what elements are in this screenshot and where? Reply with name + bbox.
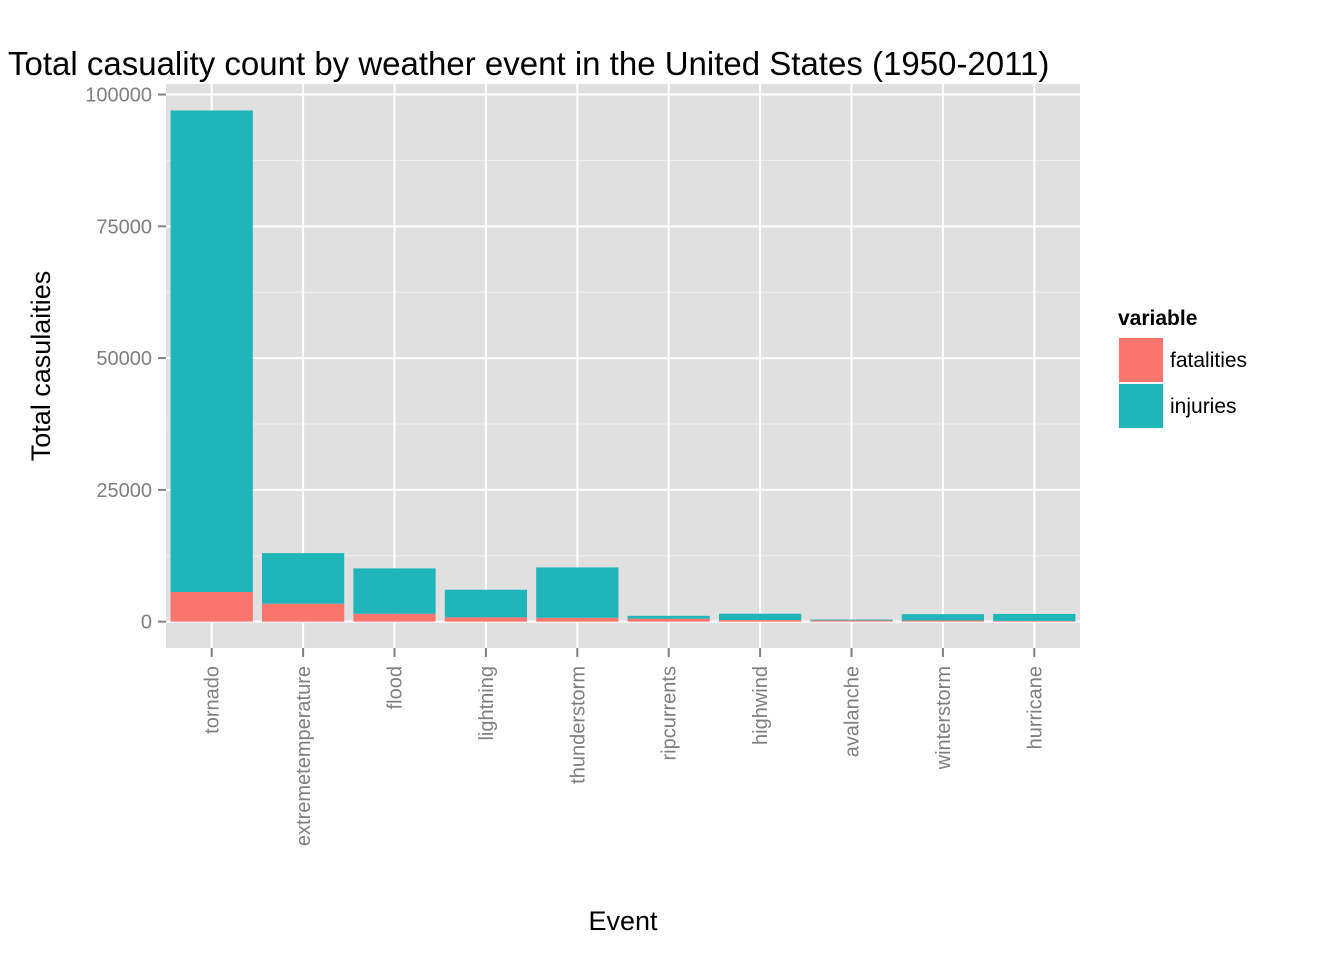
bar-injuries-ripcurrents xyxy=(627,615,710,619)
x-tick-label: hurricane xyxy=(1024,666,1046,749)
bar-fatalities-flood xyxy=(353,613,436,622)
x-axis-title: Event xyxy=(588,906,658,936)
x-tick-label: thunderstorm xyxy=(567,666,589,784)
legend-label-fatalities: fatalities xyxy=(1170,349,1247,372)
bar-fatalities-hurricane xyxy=(993,620,1076,622)
bar-fatalities-extremetemperature xyxy=(261,603,345,622)
legend: variable fatalities injuries xyxy=(1117,307,1247,430)
y-tick-label: 50000 xyxy=(96,348,152,370)
bar-fatalities-highwind xyxy=(718,620,802,622)
bar-fatalities-ripcurrents xyxy=(627,618,710,622)
bar-fatalities-avalanche xyxy=(810,620,893,622)
x-tick-label: highwind xyxy=(750,666,772,745)
bars xyxy=(170,110,1076,622)
bar-injuries-flood xyxy=(353,568,436,614)
bar-fatalities-tornado xyxy=(170,591,253,622)
bar-injuries-extremetemperature xyxy=(261,553,345,604)
y-tick-label: 100000 xyxy=(85,85,152,107)
x-tick-label: extremetemperature xyxy=(293,666,315,846)
y-axis: 0 25000 50000 75000 100000 xyxy=(85,85,166,634)
legend-label-injuries: injuries xyxy=(1170,395,1237,418)
bar-injuries-lightning xyxy=(444,589,528,618)
bar-fatalities-lightning xyxy=(444,617,528,622)
legend-swatch-fatalities xyxy=(1119,338,1163,382)
legend-swatch-injuries xyxy=(1119,384,1163,428)
x-tick-label: lightning xyxy=(476,666,498,741)
bar-injuries-winterstorm xyxy=(901,614,985,621)
x-tick-label: tornado xyxy=(202,666,224,734)
bar-injuries-hurricane xyxy=(993,613,1076,621)
x-axis: tornado extremetemperature flood lightning t… xyxy=(202,648,1046,846)
chart-title: Total casuality count by weather event i… xyxy=(8,45,1049,82)
x-tick-label: flood xyxy=(385,666,407,709)
x-tick-label: ripcurrents xyxy=(659,666,681,760)
x-tick-label: avalanche xyxy=(842,666,864,757)
bar-injuries-tornado xyxy=(170,110,253,592)
y-tick-label: 0 xyxy=(141,612,152,634)
bar-fatalities-winterstorm xyxy=(901,620,985,622)
bar-fatalities-thunderstorm xyxy=(536,617,619,622)
bar-injuries-highwind xyxy=(718,613,802,621)
x-tick-label: winterstorm xyxy=(933,666,955,770)
y-tick-label: 25000 xyxy=(96,480,152,502)
bar-injuries-avalanche xyxy=(810,619,893,621)
y-tick-label: 75000 xyxy=(96,216,152,238)
legend-title: variable xyxy=(1118,307,1197,330)
y-axis-title: Total casulaities xyxy=(26,271,56,462)
bar-injuries-thunderstorm xyxy=(536,567,619,618)
